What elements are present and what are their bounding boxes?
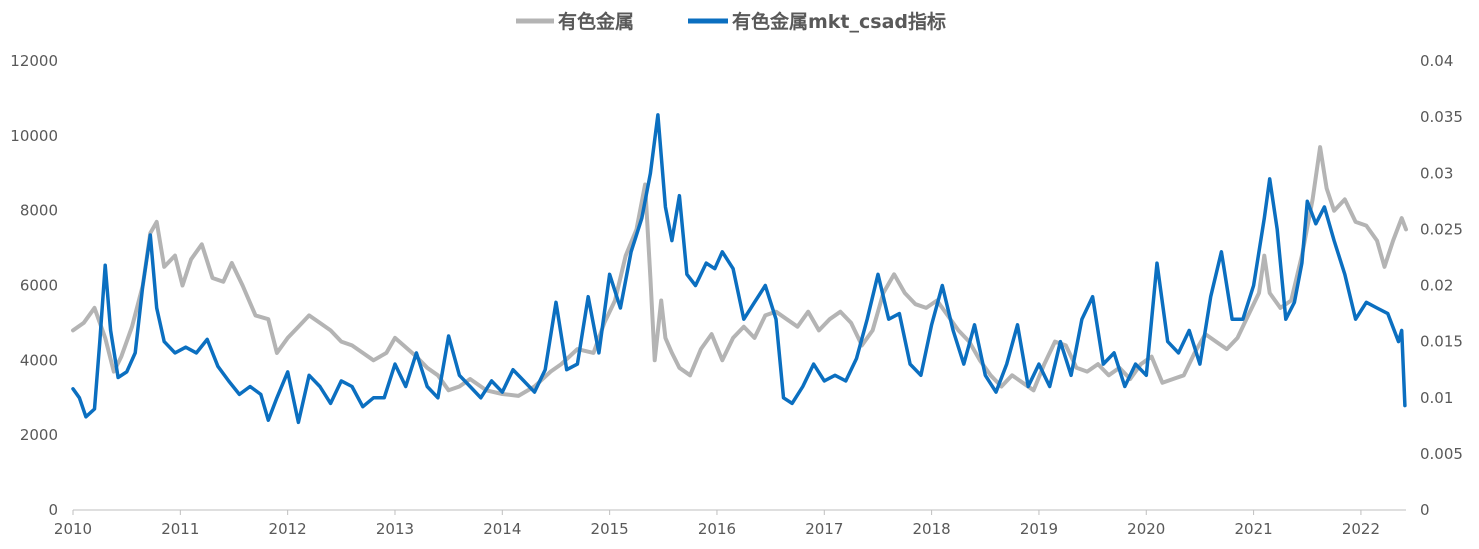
y-left-tick-label: 10000 <box>10 127 58 145</box>
y-left-tick-label: 2000 <box>20 426 58 444</box>
plot-area <box>71 113 1408 425</box>
y-left-tick-label: 12000 <box>10 52 58 70</box>
x-tick-label: 2015 <box>591 520 629 538</box>
x-tick-label: 2022 <box>1342 520 1380 538</box>
series-line-1 <box>71 145 1408 398</box>
x-tick-label: 2020 <box>1127 520 1165 538</box>
x-tick-label: 2018 <box>913 520 951 538</box>
y-left-tick-label: 4000 <box>20 351 58 369</box>
y-left-tick-label: 8000 <box>20 202 58 220</box>
y-right-tick-label: 0.035 <box>1420 108 1463 126</box>
legend: 有色金属 有色金属mkt_csad指标 <box>516 10 946 33</box>
x-tick-label: 2011 <box>161 520 199 538</box>
legend-label-series-1: 有色金属 <box>558 10 634 33</box>
x-tick-label: 2021 <box>1235 520 1273 538</box>
y-right-tick-label: 0.01 <box>1420 389 1453 407</box>
axes: 2010 2011 2012 2013 2014 2015 2016 2017 2018 2019… <box>10 52 1463 538</box>
x-tick-label: 2013 <box>376 520 414 538</box>
x-tick-label: 2010 <box>54 520 92 538</box>
y-left-tick-label: 0 <box>48 501 58 519</box>
y-right-tick-label: 0.015 <box>1420 333 1463 351</box>
x-tick-label: 2019 <box>1020 520 1058 538</box>
y-right-tick-label: 0.005 <box>1420 445 1463 463</box>
series-line-2 <box>71 113 1407 425</box>
y-right-tick-label: 0.025 <box>1420 220 1463 238</box>
x-tick-label: 2012 <box>269 520 307 538</box>
y-right-tick-label: 0 <box>1420 501 1430 519</box>
y-right-tick-label: 0.03 <box>1420 164 1453 182</box>
x-tick-label: 2014 <box>483 520 521 538</box>
y-right-tick-label: 0.02 <box>1420 277 1453 295</box>
x-tick-label: 2017 <box>805 520 843 538</box>
legend-label-series-2: 有色金属mkt_csad指标 <box>732 10 946 33</box>
y-right-tick-label: 0.04 <box>1420 52 1453 70</box>
x-tick-label: 2016 <box>698 520 736 538</box>
y-left-tick-label: 6000 <box>20 277 58 295</box>
